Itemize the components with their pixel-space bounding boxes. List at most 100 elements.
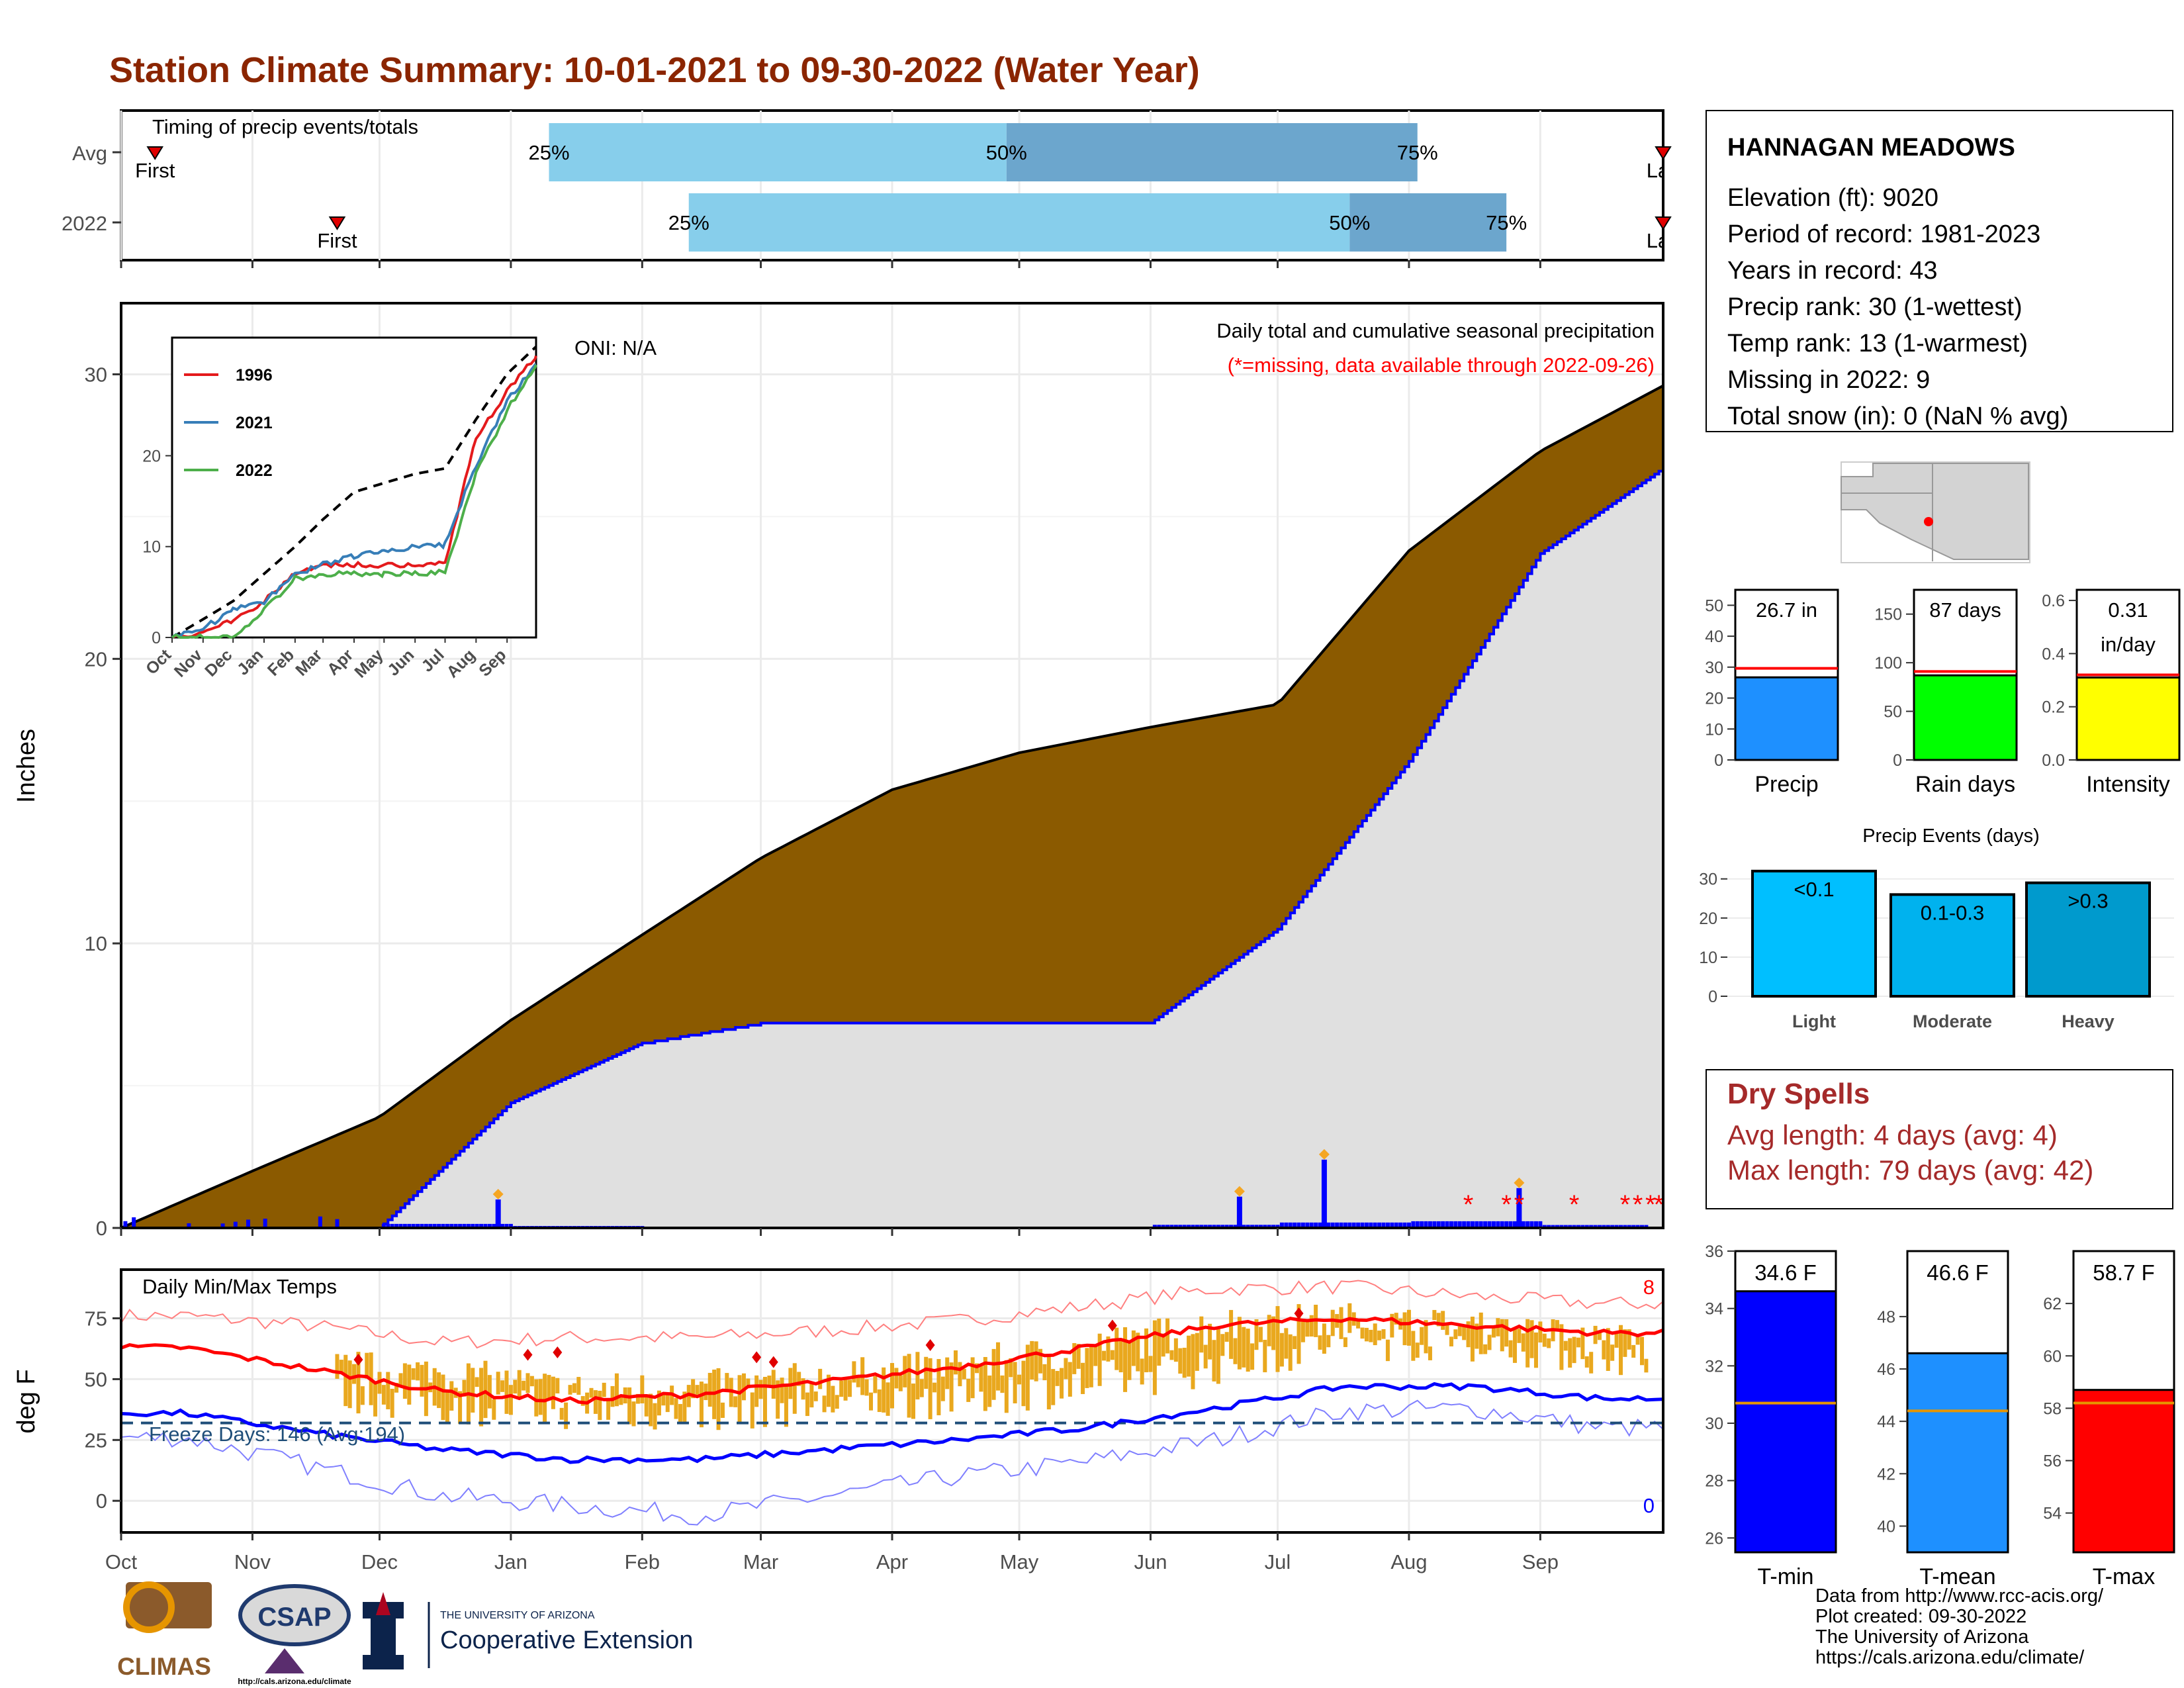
daily-temp-bar: [373, 1382, 378, 1417]
daily-precip-bar: [263, 1218, 267, 1228]
daily-temp-bar: [737, 1375, 742, 1423]
daily-temp-bar: [1533, 1332, 1538, 1368]
daily-temp-bar: [529, 1376, 534, 1387]
daily-precip-bar: [1631, 1225, 1636, 1228]
daily-precip-bar: [1593, 1225, 1598, 1228]
daily-temp-bar: [1216, 1329, 1220, 1384]
tgauge-value-label: 34.6 F: [1754, 1260, 1817, 1285]
daily-temp-bar: [394, 1383, 399, 1393]
daily-temp-bar: [564, 1402, 569, 1429]
daily-precip-bar: [1182, 1225, 1187, 1228]
daily-temp-bar: [1500, 1319, 1504, 1352]
daily-temp-bar: [1339, 1307, 1343, 1339]
daily-temp-bar: [801, 1378, 805, 1400]
daily-temp-bar: [983, 1356, 987, 1411]
daily-temp-bar: [343, 1354, 348, 1407]
daily-temp-bar: [1293, 1336, 1297, 1349]
events-tick-label: 30: [1699, 870, 1717, 889]
daily-temp-bar: [991, 1348, 996, 1400]
daily-temp-bar: [538, 1379, 543, 1415]
daily-temp-bar: [576, 1377, 581, 1395]
daily-precip-bar: [508, 1223, 513, 1228]
daily-precip-bar: [390, 1223, 394, 1228]
daily-temp-bar: [1559, 1324, 1564, 1370]
daily-temp-bar: [894, 1368, 899, 1389]
daily-temp-bar: [682, 1391, 687, 1424]
daily-precip-bar: [1381, 1222, 1386, 1228]
precip-gauges: 26.7 in 0 10 20 30 40 50 Precip 87 days 0 50 100 150…: [1705, 588, 2181, 797]
gauge-tick-label: 50: [1884, 703, 1902, 722]
daily-temp-bar: [496, 1372, 500, 1395]
gauge-label: Precip: [1754, 772, 1818, 797]
daily-temp-bar: [420, 1364, 424, 1397]
record-marker: [1234, 1186, 1245, 1197]
gauge-tick-label: 0.0: [2042, 751, 2065, 770]
missing-star: *: [1569, 1190, 1580, 1219]
precip-events: Precip Events (days) 0 10 20 30 <0.1 Light 0.1-…: [1699, 825, 2174, 1031]
daily-precip-bar: [1187, 1225, 1191, 1228]
first-marker: [328, 216, 346, 230]
daily-precip-bar: [475, 1223, 479, 1228]
daily-temp-bar: [1635, 1334, 1640, 1345]
daily-precip-bar: [1555, 1225, 1559, 1228]
record-high-count: 8: [1643, 1276, 1655, 1299]
daily-precip-bar: [1449, 1221, 1453, 1228]
daily-temp-bar: [1491, 1325, 1496, 1338]
daily-temp-bar: [500, 1380, 505, 1392]
daily-precip-bar: [1525, 1221, 1530, 1228]
timing-p75-label: 75%: [1486, 211, 1527, 234]
month-label: Jul: [1265, 1550, 1291, 1573]
daily-temp-bar: [665, 1393, 670, 1413]
daily-precip-bar: [1360, 1222, 1365, 1228]
daily-temp-bar: [987, 1375, 992, 1407]
large-precip-bar: [1321, 1159, 1327, 1228]
daily-temp-bar: [1097, 1333, 1102, 1386]
daily-temp-bar: [492, 1399, 496, 1420]
inset-series-line: [171, 355, 537, 639]
event-bar-value: <0.1: [1794, 878, 1834, 901]
daily-temp-bar: [1110, 1350, 1115, 1360]
daily-temp-bar: [1051, 1369, 1056, 1405]
daily-temp-bar: [1406, 1309, 1411, 1346]
daily-precip-bar: [437, 1223, 441, 1228]
daily-temp-bar: [1330, 1309, 1335, 1336]
daily-temp-bar: [360, 1386, 365, 1405]
inset-legend-label: 1996: [236, 366, 273, 385]
daily-precip-bar: [492, 1223, 496, 1228]
daily-temp-bar: [1322, 1323, 1326, 1354]
daily-precip-bar: [1161, 1225, 1165, 1228]
events-tick-label: 0: [1708, 988, 1717, 1006]
daily-temp-bar: [852, 1361, 856, 1383]
daily-temp-bar: [966, 1378, 971, 1402]
daily-temp-bar: [1178, 1348, 1183, 1374]
daily-temp-bar: [1017, 1374, 1022, 1385]
daily-precip-bar: [1335, 1222, 1340, 1228]
timing-bar-high: [1006, 123, 1418, 181]
timing-p50-label: 50%: [986, 141, 1027, 164]
station-name: HANNAGAN MEADOWS: [1727, 134, 2015, 162]
daily-temp-bar: [933, 1382, 937, 1393]
record-high-diamond: [925, 1338, 935, 1351]
daily-temp-bar: [1131, 1330, 1136, 1366]
daily-temp-bar: [551, 1376, 555, 1409]
record-high-diamond: [553, 1346, 563, 1358]
daily-temp-bar: [754, 1375, 759, 1407]
daily-temp-bar: [381, 1385, 386, 1405]
record-marker: [1318, 1149, 1330, 1160]
daily-temp-bar: [508, 1385, 513, 1415]
gauge-tick-label: 0: [1714, 751, 1723, 770]
tgauge-label: T-mean: [1919, 1564, 1995, 1589]
event-bar: [2025, 881, 2151, 998]
daily-temp-bar: [707, 1372, 712, 1407]
daily-temp-bar: [1547, 1338, 1551, 1348]
daily-precip-bar: [1288, 1222, 1293, 1228]
gauge-fill: [1913, 674, 2018, 761]
daily-temp-bar: [606, 1398, 611, 1420]
daily-precip-bar: [1263, 1225, 1267, 1228]
main-ytick-label: 10: [85, 932, 107, 955]
daily-precip-bar: [1385, 1222, 1390, 1228]
arizona-map: [1841, 461, 2030, 563]
csap-mountain-icon: [265, 1648, 304, 1673]
climas-sun-icon: [123, 1581, 175, 1633]
daily-temp-bar: [716, 1368, 721, 1430]
